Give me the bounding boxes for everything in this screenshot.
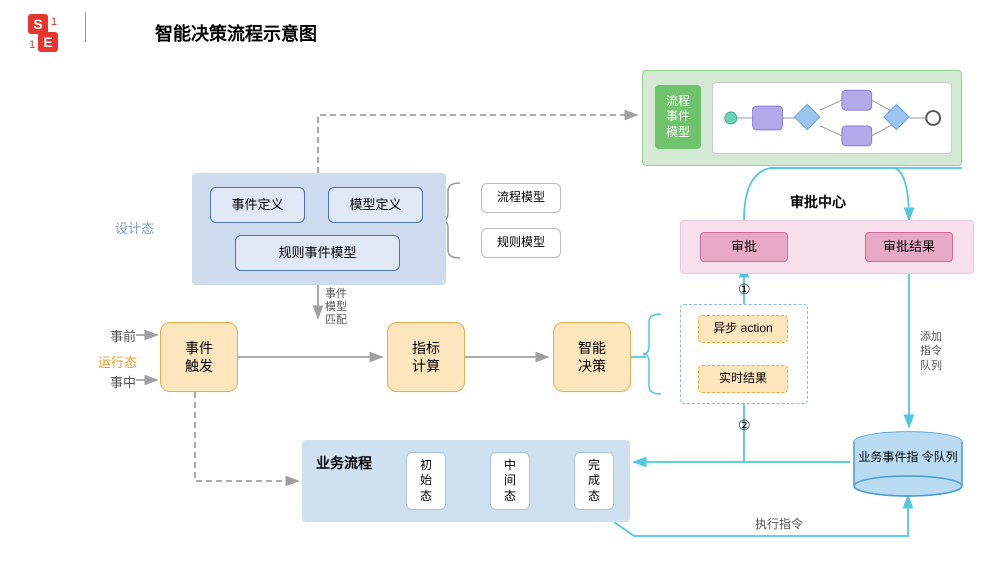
label-design-state: 设计态: [115, 218, 154, 237]
node-smart-decision: 智能 决策: [553, 322, 631, 392]
node-intermediate-state: 中 间 态: [490, 452, 530, 510]
node-index-calc: 指标 计算: [387, 322, 465, 392]
logo-divider: [85, 12, 86, 42]
node-rule-event-model: 规则事件模型: [235, 235, 400, 271]
node-business-event-queue: 业务事件指 令队列: [852, 430, 964, 507]
logo: S E 1 1: [20, 10, 68, 58]
node-event-trigger: 事件 触发: [160, 322, 238, 392]
node-approval: 审批: [700, 232, 788, 262]
node-complete-state: 完 成 态: [574, 452, 614, 510]
label-before-event: 事前: [110, 326, 136, 345]
label-approval-center: 审批中心: [790, 192, 846, 212]
node-approval-result: 审批结果: [865, 232, 953, 262]
label-business-flow: 业务流程: [316, 453, 372, 473]
node-event-definition: 事件定义: [210, 187, 305, 223]
label-runtime-state: 运行态: [98, 352, 137, 371]
node-model-definition: 模型定义: [328, 187, 423, 223]
label-during-event: 事中: [110, 372, 136, 391]
label-event-model-match: 事件 模型 匹配: [325, 288, 347, 328]
label-add-cmd-queue: 添加 指令 队列: [920, 330, 942, 373]
logo-digit-2: 1: [29, 39, 35, 51]
page-title: 智能决策流程示意图: [155, 20, 317, 46]
node-async-action: 异步 action: [698, 315, 788, 343]
node-rule-model: 规则模型: [481, 228, 561, 258]
label-step-1: ①: [738, 281, 751, 298]
node-initial-state: 初 始 态: [406, 452, 446, 510]
node-flow-model: 流程模型: [481, 183, 561, 213]
logo-digit-1: 1: [51, 16, 57, 28]
label-step-2: ②: [738, 417, 751, 434]
node-realtime-result: 实时结果: [698, 365, 788, 393]
label-exec-cmd: 执行指令: [755, 515, 803, 532]
logo-letter-e: E: [43, 34, 52, 50]
panel-bpmn-diagram: [712, 82, 952, 154]
logo-letter-s: S: [33, 16, 42, 32]
node-process-event-model-label: 流程 事件 模型: [655, 85, 701, 149]
